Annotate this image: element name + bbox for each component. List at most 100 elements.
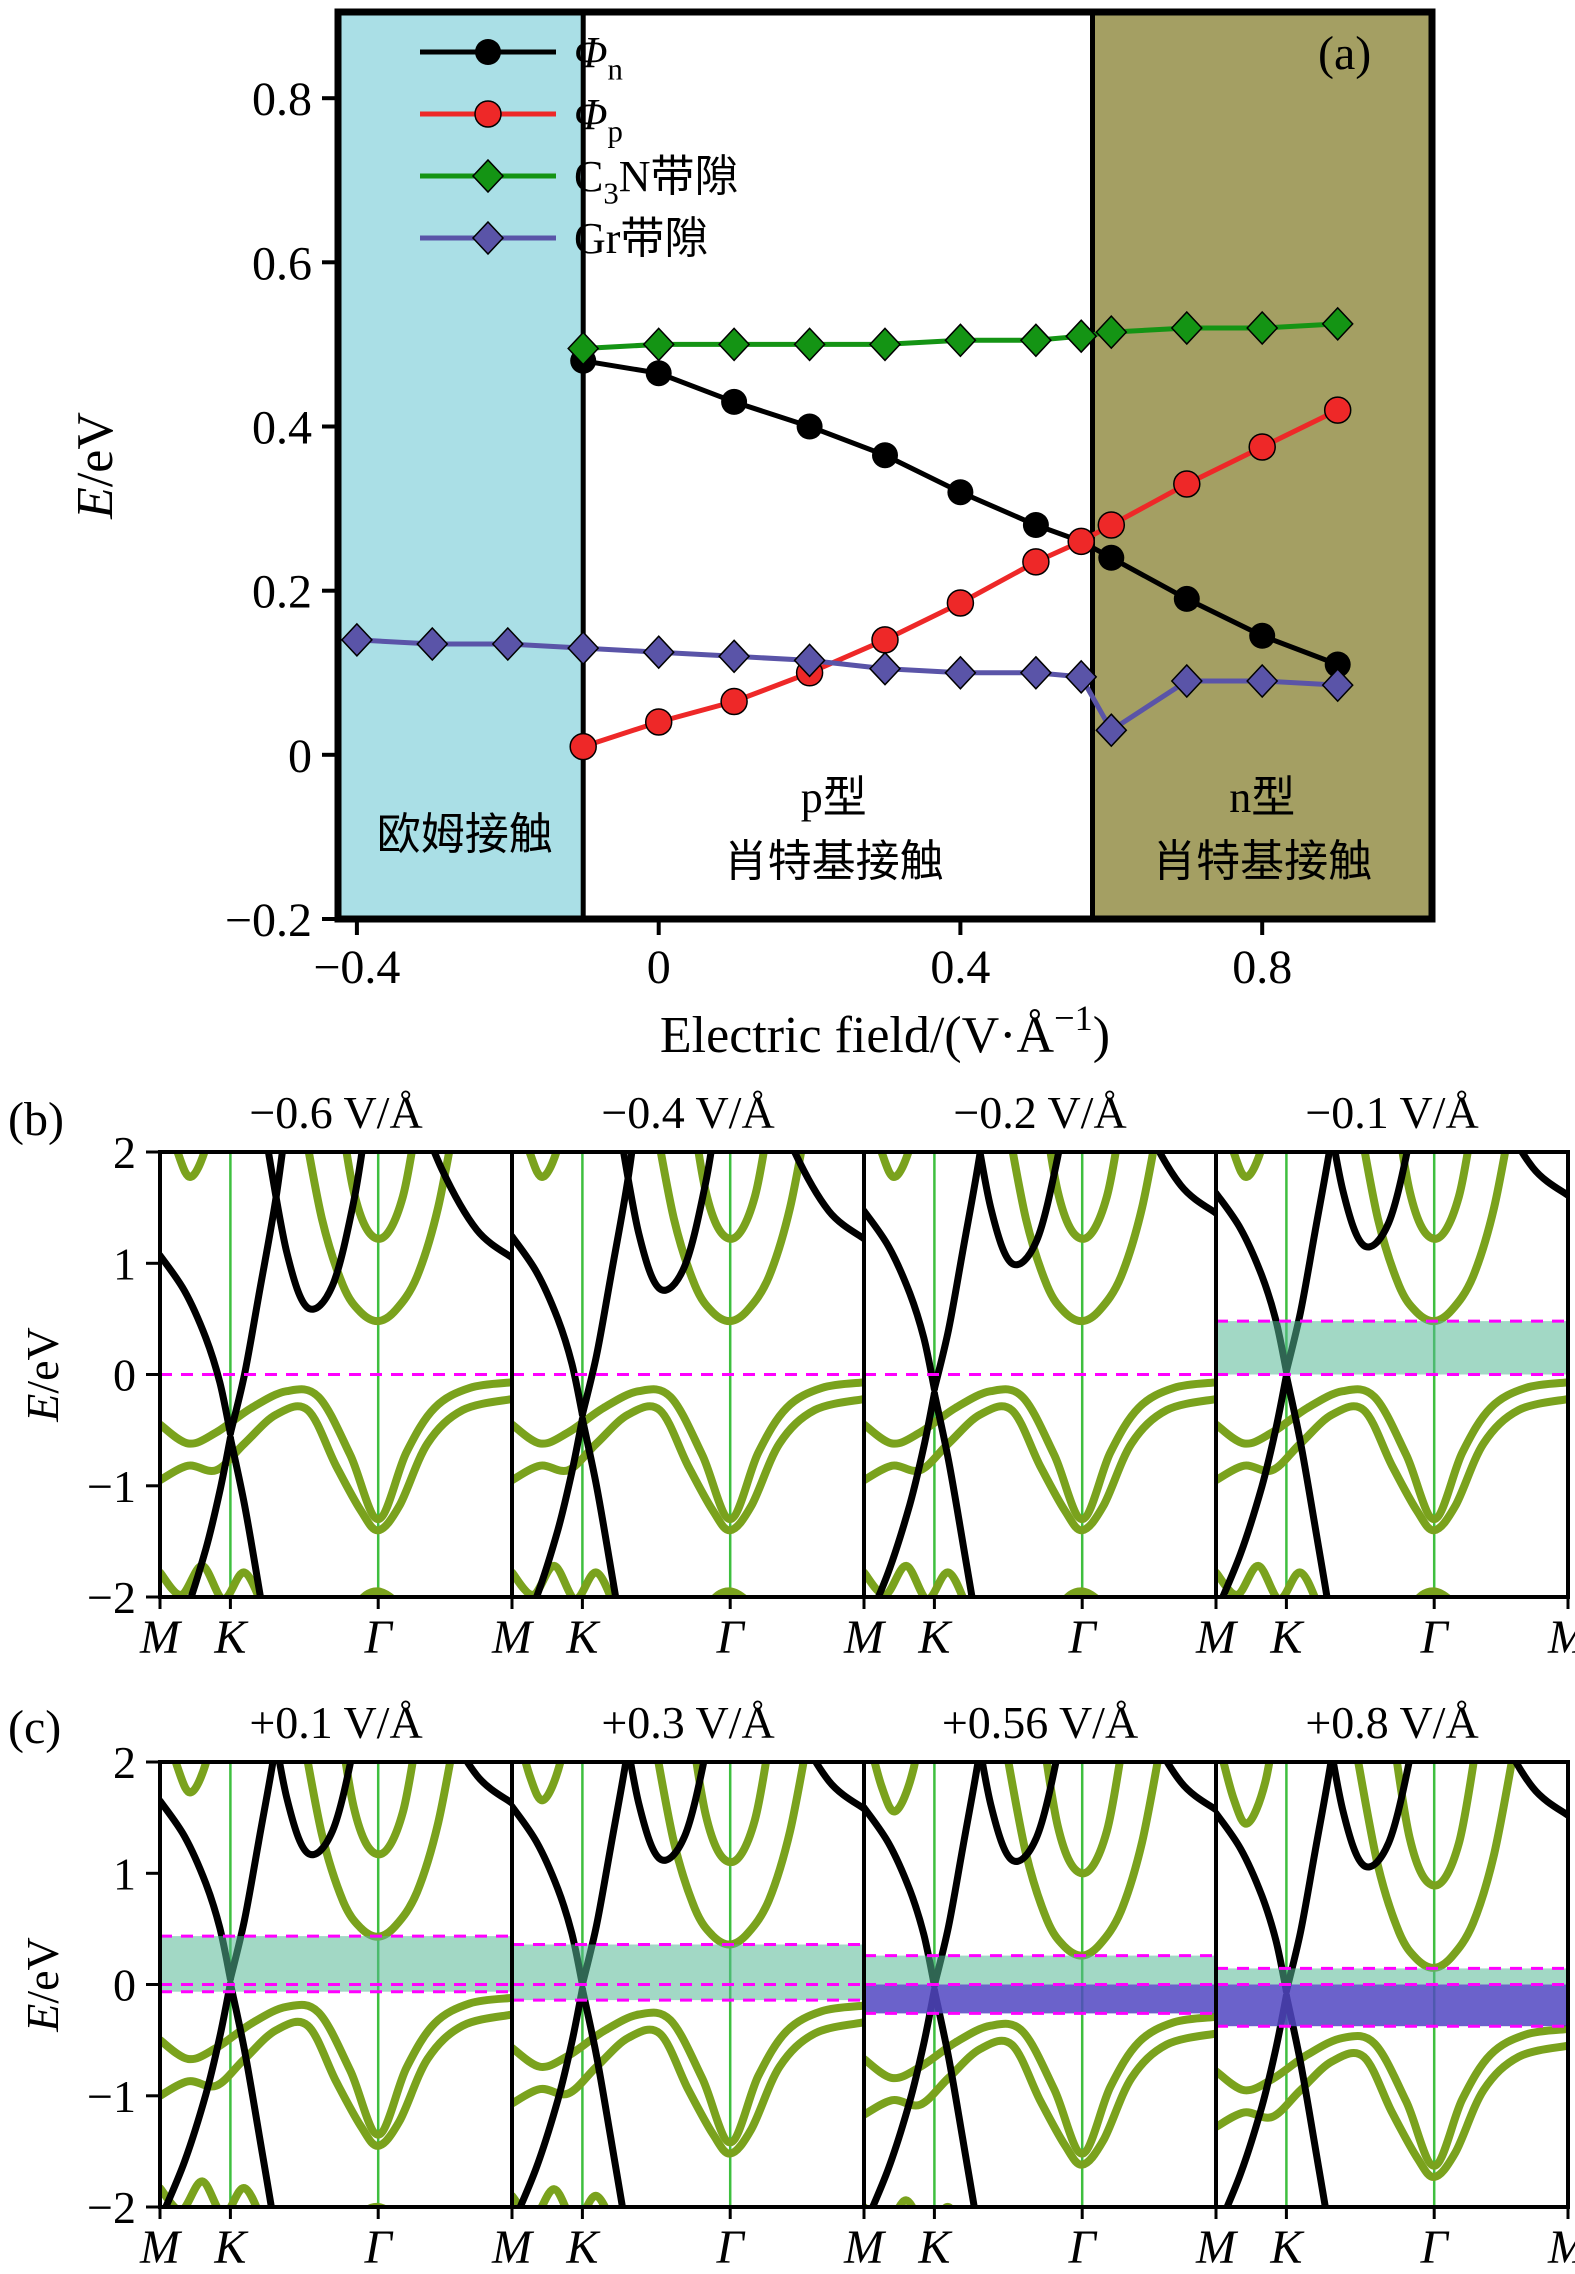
band-curve-c3n [160, 1561, 263, 1597]
region-label-p-schottky: 肖特基接触 [724, 837, 944, 886]
region-p-schottky [583, 12, 1093, 919]
marker-phi-p [1022, 548, 1050, 576]
band-panel: +0.3 V/Å K Γ M [510, 1697, 887, 2274]
marker-phi-p [871, 626, 899, 654]
band-panel-border [1214, 1150, 1570, 1599]
marker-phi-p [720, 687, 748, 716]
band-curve-c3n [1216, 1395, 1568, 1535]
marker-phi-n [1324, 651, 1351, 678]
band-curve-c3n [160, 1395, 512, 1535]
y-tick-label: 1 [113, 1848, 136, 1899]
band-curve-c3n [521, 1762, 565, 1805]
legend-marker-phi-n [475, 39, 501, 65]
y-tick-label: 0.4 [252, 402, 312, 455]
k-point-label: K [1269, 2221, 1305, 2274]
legend-marker-c3n-gap [471, 158, 505, 194]
marker-phi-p [569, 732, 597, 761]
band-curve-graphene [1216, 1809, 1290, 1995]
marker-phi-n [872, 442, 898, 469]
marker-phi-n [1098, 544, 1125, 571]
k-point-label: M [139, 1611, 183, 1664]
band-curve-c3n [864, 1378, 1216, 1524]
legend-label-c3n-gap: C3N带隙 [574, 152, 739, 210]
marker-phi-n [947, 479, 974, 506]
k-point-label: Γ [1420, 1611, 1450, 1664]
band-curve-graphene [1282, 1372, 1331, 1597]
band-curve-graphene [626, 1762, 708, 1864]
band-panel-title: −0.4 V/Å [601, 1087, 774, 1138]
band-panel-border [1214, 1760, 1570, 2209]
k-point-label: K [917, 1611, 953, 1664]
band-curve-graphene [226, 1979, 275, 2207]
band-curve-c3n [1229, 1152, 1265, 1181]
band-curve-c3n [1042, 1762, 1124, 1878]
band-curve-c3n [656, 1152, 806, 1326]
panel-c-tag: (c) [8, 1701, 62, 1754]
k-point-label: M [1195, 1611, 1239, 1664]
band-curve-c3n [173, 1152, 209, 1181]
band-panel-title: +0.1 V/Å [249, 1697, 422, 1748]
band-curve-c3n [160, 2010, 512, 2150]
k-point-label: M [491, 2221, 535, 2274]
gap-shade-teal [864, 1955, 1216, 1985]
x-tick-label: −0.4 [313, 941, 400, 994]
band-curve-graphene [578, 1415, 620, 1597]
band-curve-graphene [1282, 1992, 1329, 2207]
band-curve-graphene [1163, 1762, 1216, 1814]
band-curve-c3n [1046, 1152, 1120, 1243]
marker-gr-gap [491, 626, 524, 662]
band-curve-graphene [864, 1804, 938, 1990]
band-curve-graphene [463, 1762, 512, 1807]
plot-border [334, 8, 1436, 923]
band-curve-c3n [525, 1152, 561, 1181]
series-line-phi-n [582, 358, 1339, 667]
band-curve-c3n [692, 1762, 771, 1867]
band-panel-title: −0.2 V/Å [953, 1087, 1126, 1138]
band-curve-graphene [976, 1152, 1063, 1269]
band-curve-graphene [578, 1762, 630, 1988]
band-curve-graphene [1511, 1762, 1568, 1819]
legend-label-phi-p: Φp [574, 90, 623, 148]
band-curve-graphene [226, 1434, 265, 1597]
marker-c3n-gap [718, 327, 751, 362]
band-curve-graphene [874, 1389, 938, 1597]
panel-a-tag: (a) [1318, 27, 1372, 80]
k-point-label: K [213, 2221, 249, 2274]
band-curve-graphene [1155, 1152, 1216, 1217]
y-tick-label: 0 [113, 1960, 136, 2011]
gap-shade-teal [1216, 1321, 1568, 1375]
k-point-label: M [1547, 2221, 1575, 2274]
y-tick-label: 2 [113, 1737, 136, 1788]
band-panel-title: +0.3 V/Å [601, 1697, 774, 1748]
band-curve-c3n [1216, 2041, 1568, 2181]
marker-c3n-gap [1170, 310, 1203, 346]
marker-phi-p [1067, 527, 1095, 556]
band-curve-graphene [930, 1986, 978, 2207]
panel-b-tag: (b) [8, 1093, 64, 1146]
marker-gr-gap [944, 655, 977, 690]
band-curve-c3n [710, 1587, 749, 1597]
band-panel: −0.2 V/Å K Γ M [862, 1087, 1239, 1664]
y-axis-label: E/eV [17, 1937, 68, 2033]
marker-phi-p [1248, 433, 1276, 461]
marker-gr-gap [1019, 655, 1052, 690]
k-point-label: K [917, 2221, 953, 2274]
y-tick-label: 0.6 [252, 237, 312, 290]
band-curve-c3n [171, 1762, 211, 1797]
region-label-n-schottky: n型 [1229, 773, 1295, 822]
band-panel: +0.1 V/ÅM K Γ M [139, 1697, 535, 2274]
region-label-p-schottky: p型 [801, 773, 867, 822]
x-tick-label: 0.8 [1232, 941, 1292, 994]
band-panel-title: −0.6 V/Å [249, 1087, 422, 1138]
k-point-label: M [1195, 2221, 1239, 2274]
marker-c3n-gap [1246, 310, 1279, 346]
band-curve-graphene [160, 1252, 234, 1437]
gap-shade-purple [1216, 1984, 1568, 2027]
marker-c3n-gap [642, 327, 675, 362]
band-curve-c3n [512, 1395, 864, 1535]
band-curve-c3n [870, 1762, 920, 1816]
band-curve-graphene [532, 1415, 586, 1597]
marker-gr-gap [1065, 659, 1098, 694]
band-curve-graphene [226, 1762, 277, 1983]
